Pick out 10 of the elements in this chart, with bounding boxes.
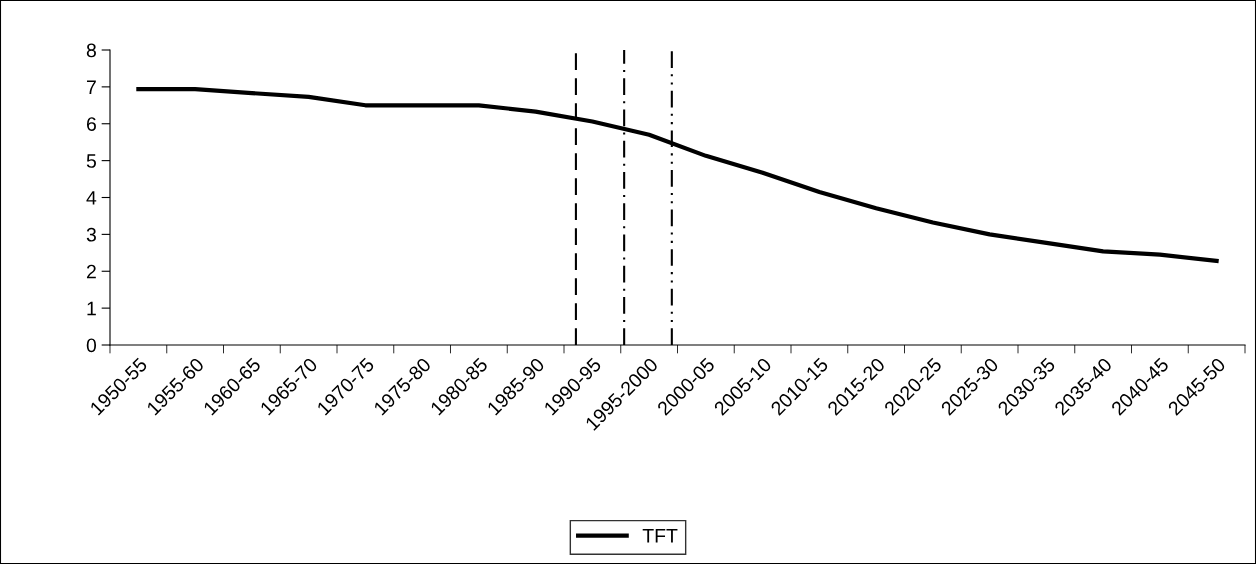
y-tick-label: 2 xyxy=(86,264,96,279)
y-tick-label: 0 xyxy=(86,338,97,353)
y-tick-label: 1 xyxy=(87,301,96,316)
y-tick-label: 6 xyxy=(86,117,96,131)
y-tick-label: 8 xyxy=(86,43,96,58)
y-tick-label: 3 xyxy=(86,227,96,242)
y-tick-label: 7 xyxy=(86,80,96,94)
y-tick-label: 5 xyxy=(86,154,96,168)
y-tick-label: 4 xyxy=(86,191,97,205)
legend-label: TFT xyxy=(642,529,678,543)
